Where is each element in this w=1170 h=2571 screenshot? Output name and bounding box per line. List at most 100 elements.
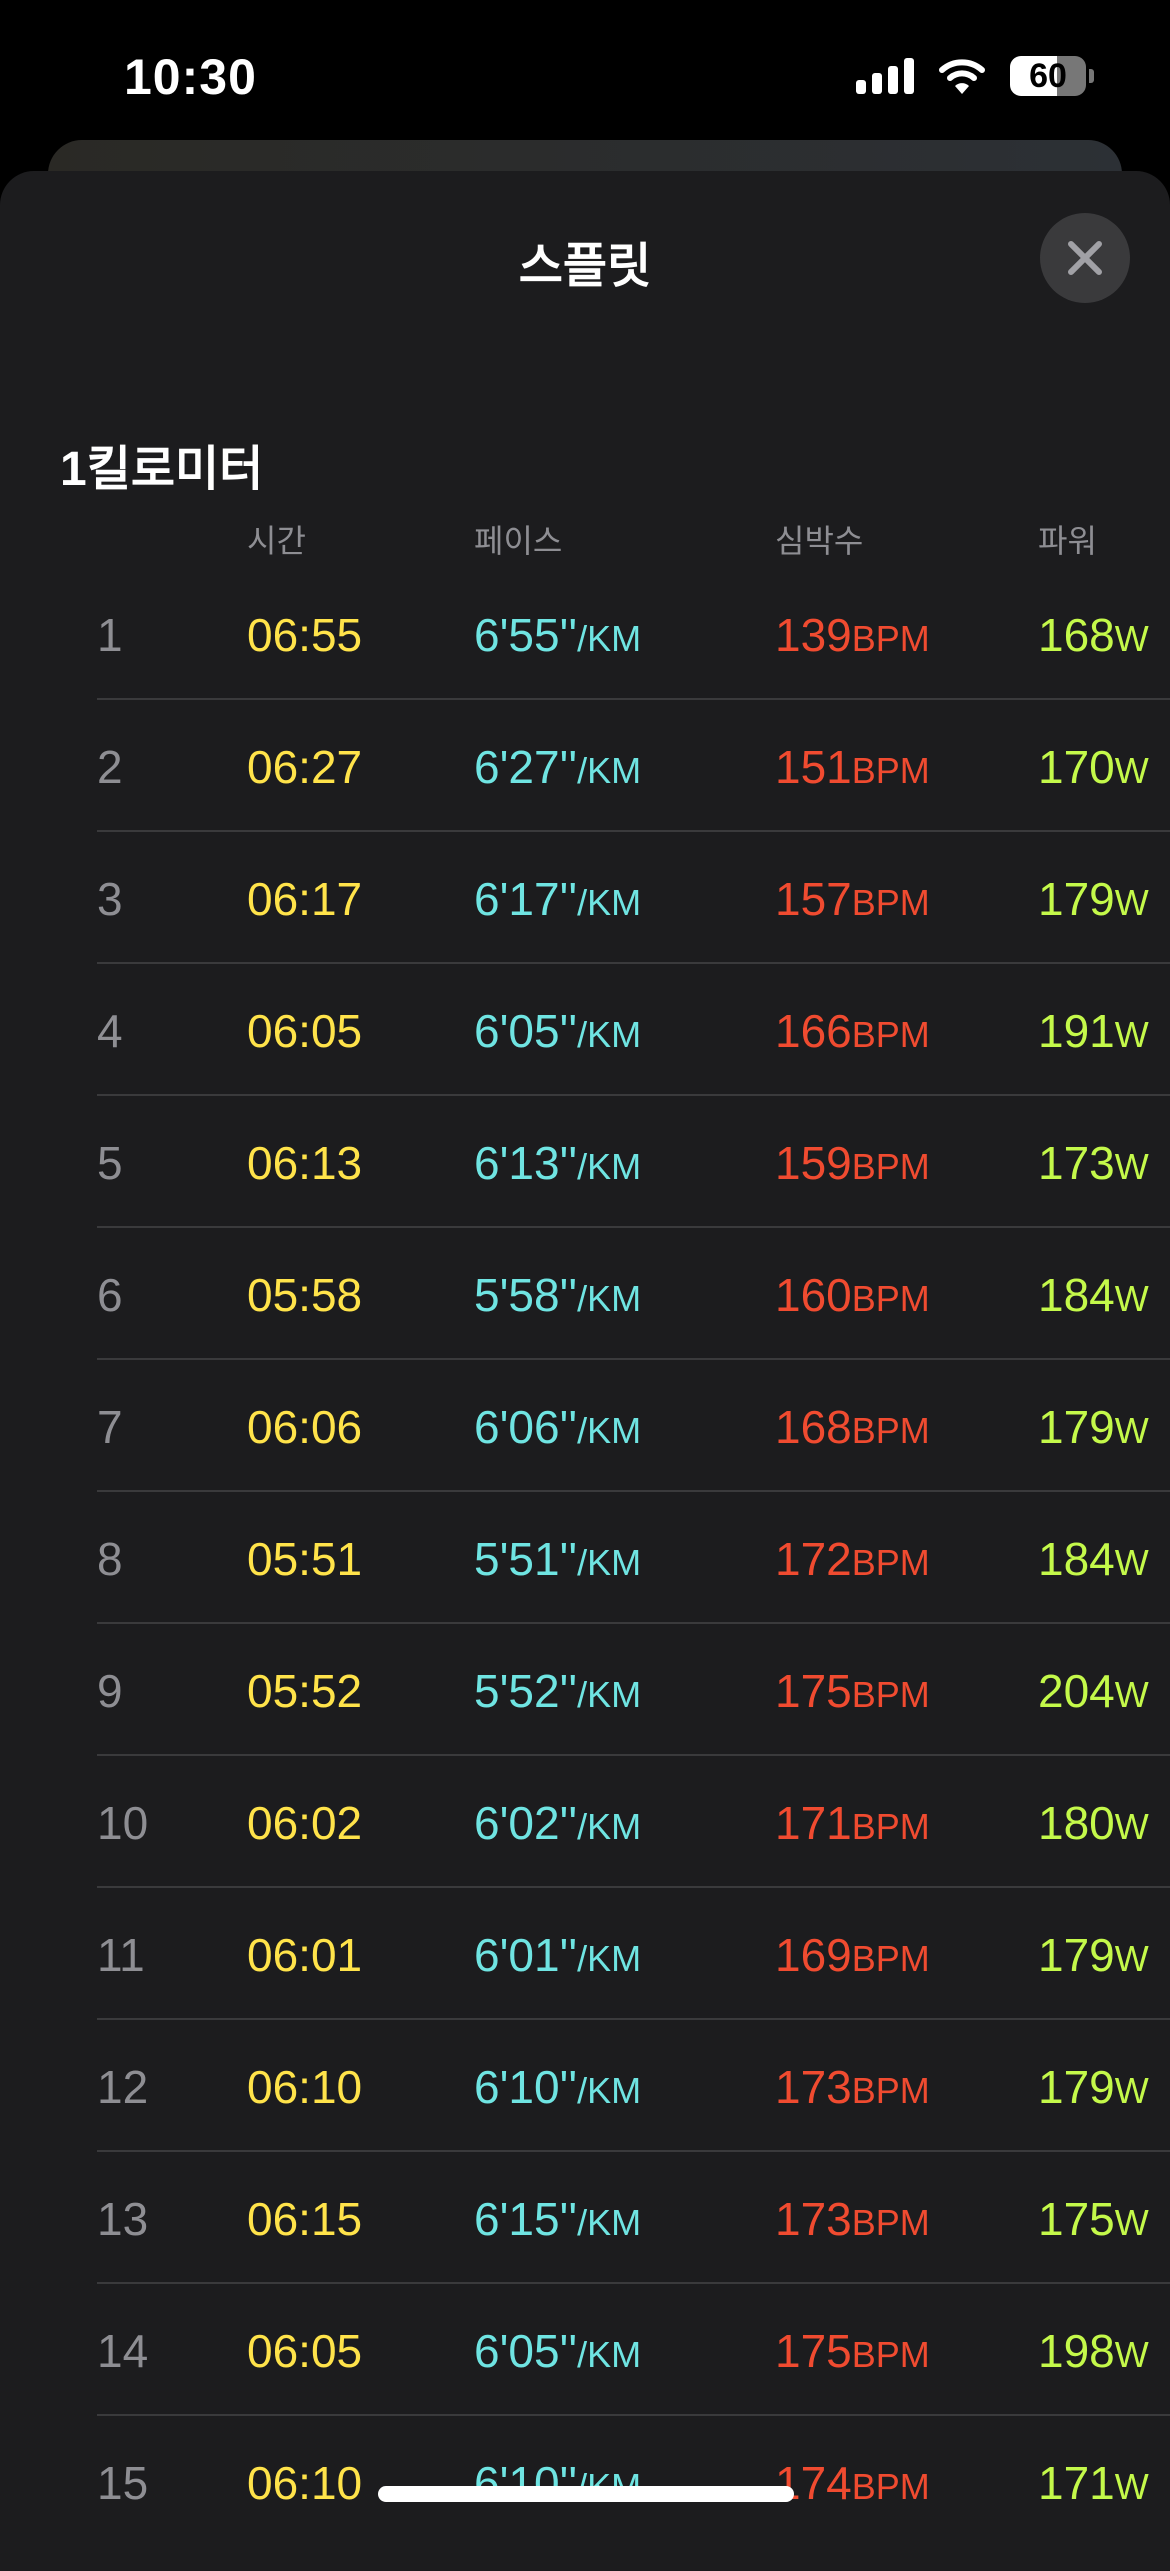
split-row: 13 06:15 6'15''/KM 173BPM 175W	[0, 2152, 1170, 2284]
split-heart-rate: 166BPM	[775, 1004, 930, 1058]
split-power: 184W	[1038, 1532, 1149, 1586]
split-heart-rate: 151BPM	[775, 740, 930, 794]
pace-value: 5'58''	[474, 1269, 578, 1321]
row-divider	[97, 1490, 1170, 1492]
pace-unit: /KM	[577, 1542, 642, 1583]
split-index: 5	[97, 1137, 123, 1189]
hr-unit: BPM	[851, 2334, 930, 2375]
column-header-power: 파워	[1038, 523, 1097, 559]
split-time: 06:55	[247, 609, 363, 661]
hr-value: 175	[775, 2325, 852, 2377]
row-divider	[97, 1622, 1170, 1624]
sheet-title: 스플릿	[518, 240, 652, 293]
split-power: 180W	[1038, 1796, 1149, 1850]
split-heart-rate: 175BPM	[775, 1664, 930, 1718]
split-pace: 5'52''/KM	[474, 1664, 641, 1718]
battery-cap	[1089, 69, 1094, 83]
power-unit: W	[1114, 618, 1149, 659]
split-row: 14 06:05 6'05''/KM 175BPM 198W	[0, 2284, 1170, 2416]
split-index: 1	[97, 609, 123, 661]
row-divider	[97, 2282, 1170, 2284]
pace-value: 6'27''	[474, 741, 578, 793]
close-button[interactable]	[1040, 213, 1130, 303]
pace-value: 6'55''	[474, 609, 578, 661]
close-icon	[1068, 241, 1102, 275]
pace-value: 6'01''	[474, 1929, 578, 1981]
split-pace: 6'15''/KM	[474, 2192, 641, 2246]
pace-value: 6'15''	[474, 2193, 578, 2245]
row-divider	[97, 698, 1170, 700]
power-unit: W	[1114, 2466, 1149, 2507]
hr-unit: BPM	[851, 618, 930, 659]
hr-value: 169	[775, 1929, 852, 1981]
hr-unit: BPM	[851, 2070, 930, 2111]
split-power: 204W	[1038, 1664, 1149, 1718]
split-heart-rate: 172BPM	[775, 1532, 930, 1586]
split-heart-rate: 174BPM	[775, 2456, 930, 2510]
power-unit: W	[1114, 1938, 1149, 1979]
split-row: 2 06:27 6'27''/KM 151BPM 170W	[0, 700, 1170, 832]
power-value: 184	[1038, 1269, 1115, 1321]
split-power: 191W	[1038, 1004, 1149, 1058]
hr-value: 172	[775, 1533, 852, 1585]
power-value: 171	[1038, 2457, 1115, 2509]
status-bar: 10:30 60	[0, 0, 1170, 150]
pace-unit: /KM	[577, 2334, 642, 2375]
split-time: 06:27	[247, 741, 363, 793]
power-value: 179	[1038, 2061, 1115, 2113]
split-pace: 6'10''/KM	[474, 2060, 641, 2114]
split-index: 8	[97, 1533, 123, 1585]
section-title: 1킬로미터	[60, 443, 264, 496]
power-unit: W	[1114, 2070, 1149, 2111]
split-time: 06:15	[247, 2193, 363, 2245]
hr-value: 171	[775, 1797, 852, 1849]
split-index: 13	[97, 2193, 149, 2245]
split-index: 7	[97, 1401, 123, 1453]
hr-unit: BPM	[851, 2466, 930, 2507]
row-divider	[97, 830, 1170, 832]
split-row: 11 06:01 6'01''/KM 169BPM 179W	[0, 1888, 1170, 2020]
hr-unit: BPM	[851, 1278, 930, 1319]
split-index: 15	[97, 2457, 149, 2509]
split-index: 2	[97, 741, 123, 793]
pace-unit: /KM	[577, 2202, 642, 2243]
column-header-time: 시간	[247, 523, 306, 559]
hr-unit: BPM	[851, 1146, 930, 1187]
power-unit: W	[1114, 1674, 1149, 1715]
split-power: 175W	[1038, 2192, 1149, 2246]
power-value: 180	[1038, 1797, 1115, 1849]
power-unit: W	[1114, 2202, 1149, 2243]
pace-value: 6'17''	[474, 873, 578, 925]
split-index: 9	[97, 1665, 123, 1717]
split-pace: 6'01''/KM	[474, 1928, 641, 1982]
split-heart-rate: 173BPM	[775, 2192, 930, 2246]
hr-unit: BPM	[851, 750, 930, 791]
column-header-heart-rate: 심박수	[775, 523, 864, 559]
power-unit: W	[1114, 750, 1149, 791]
splits-sheet: 스플릿 1킬로미터 시간 페이스 심박수 파워 1 06:55 6'55''/KM 1…	[0, 171, 1170, 2571]
hr-unit: BPM	[851, 1014, 930, 1055]
split-index: 3	[97, 873, 123, 925]
split-heart-rate: 173BPM	[775, 2060, 930, 2114]
split-time: 06:06	[247, 1401, 363, 1453]
hr-unit: BPM	[851, 1542, 930, 1583]
pace-unit: /KM	[577, 1674, 642, 1715]
split-index: 4	[97, 1005, 123, 1057]
split-heart-rate: 160BPM	[775, 1268, 930, 1322]
power-unit: W	[1114, 1014, 1149, 1055]
split-time: 06:05	[247, 1005, 363, 1057]
hr-value: 168	[775, 1401, 852, 1453]
power-value: 175	[1038, 2193, 1115, 2245]
home-indicator[interactable]	[378, 2486, 794, 2502]
split-power: 179W	[1038, 2060, 1149, 2114]
split-row: 8 05:51 5'51''/KM 172BPM 184W	[0, 1492, 1170, 1624]
hr-unit: BPM	[851, 1806, 930, 1847]
split-time: 06:17	[247, 873, 363, 925]
pace-unit: /KM	[577, 1146, 642, 1187]
split-row: 4 06:05 6'05''/KM 166BPM 191W	[0, 964, 1170, 1096]
hr-value: 159	[775, 1137, 852, 1189]
pace-unit: /KM	[577, 882, 642, 923]
power-unit: W	[1114, 1278, 1149, 1319]
power-value: 184	[1038, 1533, 1115, 1585]
pace-unit: /KM	[577, 2070, 642, 2111]
